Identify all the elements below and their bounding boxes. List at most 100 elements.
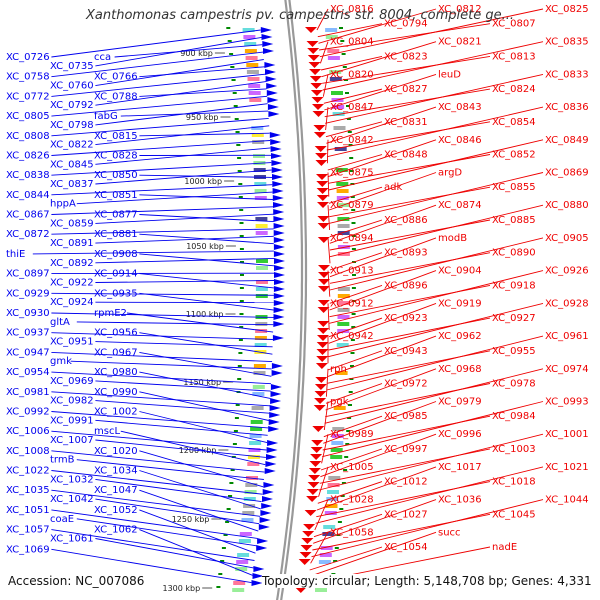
reverse-gene-label: nadE [492,542,517,553]
forward-cog-block [256,280,268,284]
right-label-connector [324,88,491,118]
forward-gene-label: XC_0758 [6,72,50,83]
reverse-gene-label: XC_0831 [384,117,428,128]
reverse-gene-arrow [314,384,327,390]
reverse-gene-label: XC_1058 [330,527,374,538]
reverse-gene-label: XC_0997 [384,444,428,455]
reverse-gene-arrow [317,321,330,327]
left-label-connector [114,44,263,58]
forward-cog-block [255,322,268,326]
right-label-connector [321,41,437,78]
left-label-connector [95,538,254,569]
right-label-connector [320,55,383,71]
right-label-connector [320,433,437,478]
right-label-connector [322,401,544,458]
forward-gene-arrow [261,503,273,509]
left-label-connector [76,321,274,326]
reverse-gene-label: XC_0993 [545,397,589,408]
forward-cog-block [253,371,266,375]
forward-gene-arrow [266,447,278,453]
right-label-connector [329,237,544,291]
forward-cog-block [256,266,268,270]
forward-cog-block [249,441,262,445]
reverse-gene-arrow [316,195,329,201]
right-label-connector [322,55,491,84]
forward-gene-label: XC_0815 [94,131,138,142]
forward-gene-arrow [263,48,274,54]
right-label-connector [314,499,329,531]
forward-gene-label: XC_0726 [6,52,50,63]
reverse-cog-block [337,329,350,333]
forward-cog-block [250,420,263,424]
right-label-connector [326,121,491,151]
forward-gene-arrow [273,237,285,243]
reverse-gene-arrow [300,545,313,551]
reverse-gene-arrow [317,335,329,341]
forward-gene-label: cca [94,52,111,63]
feature-layer [232,27,350,593]
right-label-connector [324,368,544,424]
reverse-cog-block [335,168,348,172]
reverse-cog-block [325,28,338,32]
reverse-cog-block [332,105,345,109]
forward-cog-block [244,42,257,46]
forward-gene-arrow [272,181,284,187]
forward-gene-arrow [271,370,283,376]
forward-gene-label: XC_0837 [50,179,94,190]
forward-gene-arrow [269,405,281,411]
forward-gene-label: XC_1035 [6,485,50,496]
forward-gene-arrow [256,545,268,551]
forward-cog-block [246,63,259,67]
left-label-connector [51,73,266,97]
left-label-connector [51,351,273,363]
right-label-connector [327,237,331,264]
forward-gene-arrow [271,363,283,369]
right-label-connector [310,532,329,564]
right-label-connector [317,23,383,38]
forward-cog-block [247,455,260,459]
right-label-connector [318,466,329,497]
forward-gene-arrow [270,391,282,397]
reverse-gene-arrow [307,48,320,54]
right-label-connector [328,186,383,204]
reverse-gene-arrow [316,356,329,362]
reverse-gene-arrow [311,440,324,446]
reverse-gene-label: XC_0813 [492,51,536,62]
left-label-connector [95,439,266,458]
reverse-gene-arrow [318,279,330,285]
left-label-connector [95,280,275,283]
left-label-connector [139,509,256,554]
left-label-connector [139,470,261,510]
reverse-gene-label: succ [438,527,461,538]
reverse-gene-label: XC_1054 [384,542,428,553]
forward-gene-arrow [273,209,285,215]
right-label-connector [326,106,437,144]
forward-gene-arrow [272,335,284,341]
forward-gene-label: XC_0859 [50,218,94,229]
reverse-cog-block [330,455,343,459]
reverse-cog-block [336,189,349,193]
left-label-connector [139,214,274,223]
reverse-gene-label: XC_0989 [330,429,374,440]
right-label-connector [320,448,383,471]
forward-gene-label: XC_1052 [94,505,138,516]
reverse-gene-label: XC_0804 [330,37,374,48]
reverse-gene-label: XC_0912 [330,298,374,309]
forward-gene-arrow [274,272,285,278]
reverse-cog-block [323,525,336,529]
scale-tick-label: 1250 kbp [172,515,210,524]
forward-cog-block [255,217,268,221]
forward-gene-label: XC_0891 [50,238,94,249]
left-label-connector [51,162,272,176]
scale-tick-label: 1150 kbp [183,378,221,387]
forward-gene-arrow [260,510,272,516]
reverse-gene-label: XC_0833 [545,69,589,80]
reverse-gene-label: XC_0928 [545,298,589,309]
reverse-gene-label: XC_0852 [492,150,536,161]
left-label-connector [51,371,272,385]
left-label-connector [51,411,269,429]
right-label-connector [325,73,544,124]
reverse-gene-label: XC_0842 [330,135,374,146]
reverse-gene-arrow [309,69,322,75]
reverse-gene-label: XC_0968 [438,364,482,375]
